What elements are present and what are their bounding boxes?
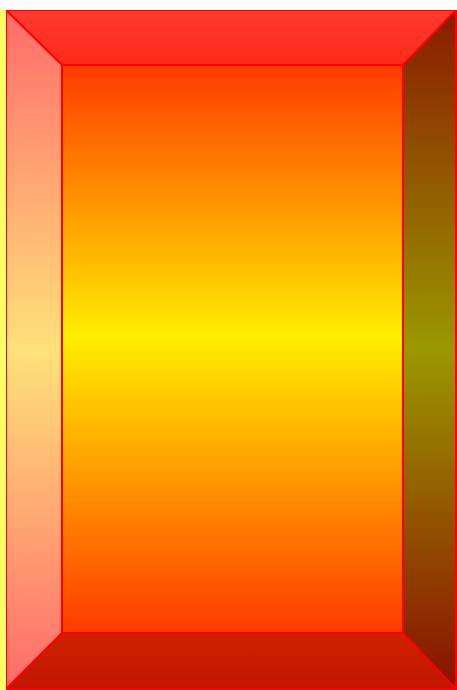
top-edge-strip — [0, 0, 457, 10]
left-edge-strip — [0, 0, 6, 690]
bottom-bevel — [6, 633, 457, 690]
center-panel — [62, 65, 403, 633]
left-bevel — [6, 10, 62, 690]
center-text — [38, 336, 418, 468]
top-bevel — [6, 10, 457, 65]
right-bevel — [403, 10, 457, 690]
